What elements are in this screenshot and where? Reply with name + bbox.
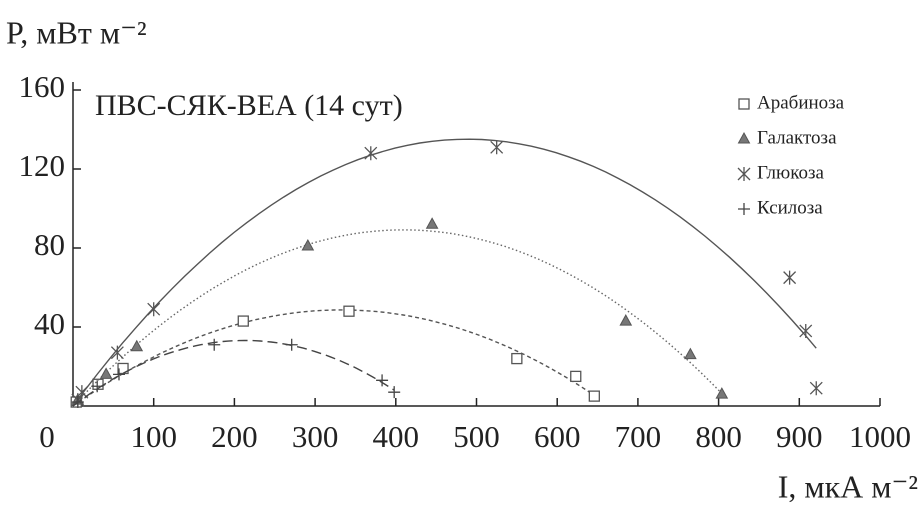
x-tick-label: 300	[292, 419, 339, 454]
marker-asterisk	[799, 323, 813, 338]
marker-plus	[112, 368, 125, 381]
marker-triangle	[684, 347, 697, 360]
data-point	[147, 302, 161, 317]
data-point	[425, 217, 439, 229]
marker-plus	[376, 374, 389, 387]
trend-line	[72, 339, 395, 407]
data-point	[99, 367, 113, 379]
data-point	[92, 378, 104, 390]
data-point	[684, 347, 697, 360]
x-tick-label: 800	[695, 419, 742, 454]
x-axis-label: I, мкА м⁻²	[778, 468, 918, 504]
trend-line	[72, 229, 723, 407]
marker-plus	[71, 396, 84, 409]
data-point	[570, 370, 582, 383]
marker-triangle	[301, 238, 315, 251]
data-point	[117, 362, 129, 375]
data-point	[208, 338, 221, 351]
marker-square	[511, 352, 523, 365]
data-point	[809, 381, 823, 396]
marker-square	[343, 305, 355, 317]
x-tick-label: 200	[211, 419, 258, 454]
data-point	[301, 238, 315, 251]
data-point	[343, 305, 355, 317]
marker-square	[738, 98, 750, 110]
marker-asterisk	[364, 146, 378, 161]
trend-line	[72, 138, 817, 407]
data-point	[738, 98, 750, 110]
data-point	[388, 386, 401, 399]
x-tick-label: 600	[534, 419, 581, 454]
data-point	[715, 387, 729, 399]
data-point	[364, 146, 378, 161]
chart-title: ПВС-СЯК-ВЕА (14 сут)	[95, 89, 403, 122]
marker-asterisk	[490, 140, 504, 155]
marker-square	[92, 378, 104, 390]
marker-plus	[388, 386, 401, 399]
legend-label: Галактоза	[757, 127, 837, 148]
marker-square	[588, 390, 600, 402]
x-tick-label: 1000	[849, 419, 911, 454]
x-tick-label: 400	[373, 419, 420, 454]
marker-triangle	[737, 131, 751, 144]
marker-plus	[285, 338, 298, 351]
marker-plus	[208, 338, 221, 351]
data-point	[799, 323, 813, 338]
y-tick-label: 40	[34, 306, 65, 341]
data-point	[110, 345, 124, 360]
y-tick-label: 80	[34, 227, 65, 262]
marker-asterisk	[147, 302, 161, 317]
marker-triangle	[715, 387, 729, 399]
data-point	[490, 140, 504, 155]
marker-plus	[91, 380, 104, 393]
data-point	[285, 338, 298, 351]
marker-triangle	[425, 217, 439, 229]
marker-triangle	[99, 367, 113, 379]
data-point	[737, 167, 751, 181]
x-tick-label: 100	[130, 419, 177, 454]
data-point	[71, 396, 84, 409]
data-point	[237, 315, 249, 327]
marker-triangle	[130, 339, 144, 352]
marker-square	[237, 315, 249, 327]
y-tick-label: 120	[19, 148, 66, 183]
data-point	[737, 131, 751, 144]
x-tick-label: 500	[453, 419, 500, 454]
data-point	[619, 314, 633, 326]
data-point	[91, 380, 104, 393]
marker-triangle	[619, 314, 633, 326]
data-point	[588, 390, 600, 402]
y-axis-label: P, мВт м⁻²	[6, 14, 147, 50]
x-tick-label: 700	[615, 419, 662, 454]
y-tick-label: 160	[19, 69, 66, 104]
data-point	[130, 339, 144, 352]
x-tick-label: 0	[39, 419, 55, 454]
marker-plus	[738, 203, 750, 215]
marker-asterisk	[737, 167, 751, 181]
marker-square	[570, 370, 582, 383]
marker-asterisk	[110, 345, 124, 360]
legend-label: Арабиноза	[757, 92, 845, 113]
x-tick-label: 900	[776, 419, 823, 454]
data-point	[376, 374, 389, 387]
data-point	[511, 352, 523, 365]
trend-line	[72, 309, 595, 407]
marker-asterisk	[809, 381, 823, 396]
marker-asterisk	[783, 270, 797, 285]
legend-label: Ксилоза	[757, 197, 823, 218]
data-point	[738, 203, 750, 215]
data-point	[783, 270, 797, 285]
legend-label: Глюкоза	[757, 162, 825, 183]
data-point	[112, 368, 125, 381]
marker-square	[117, 362, 129, 375]
